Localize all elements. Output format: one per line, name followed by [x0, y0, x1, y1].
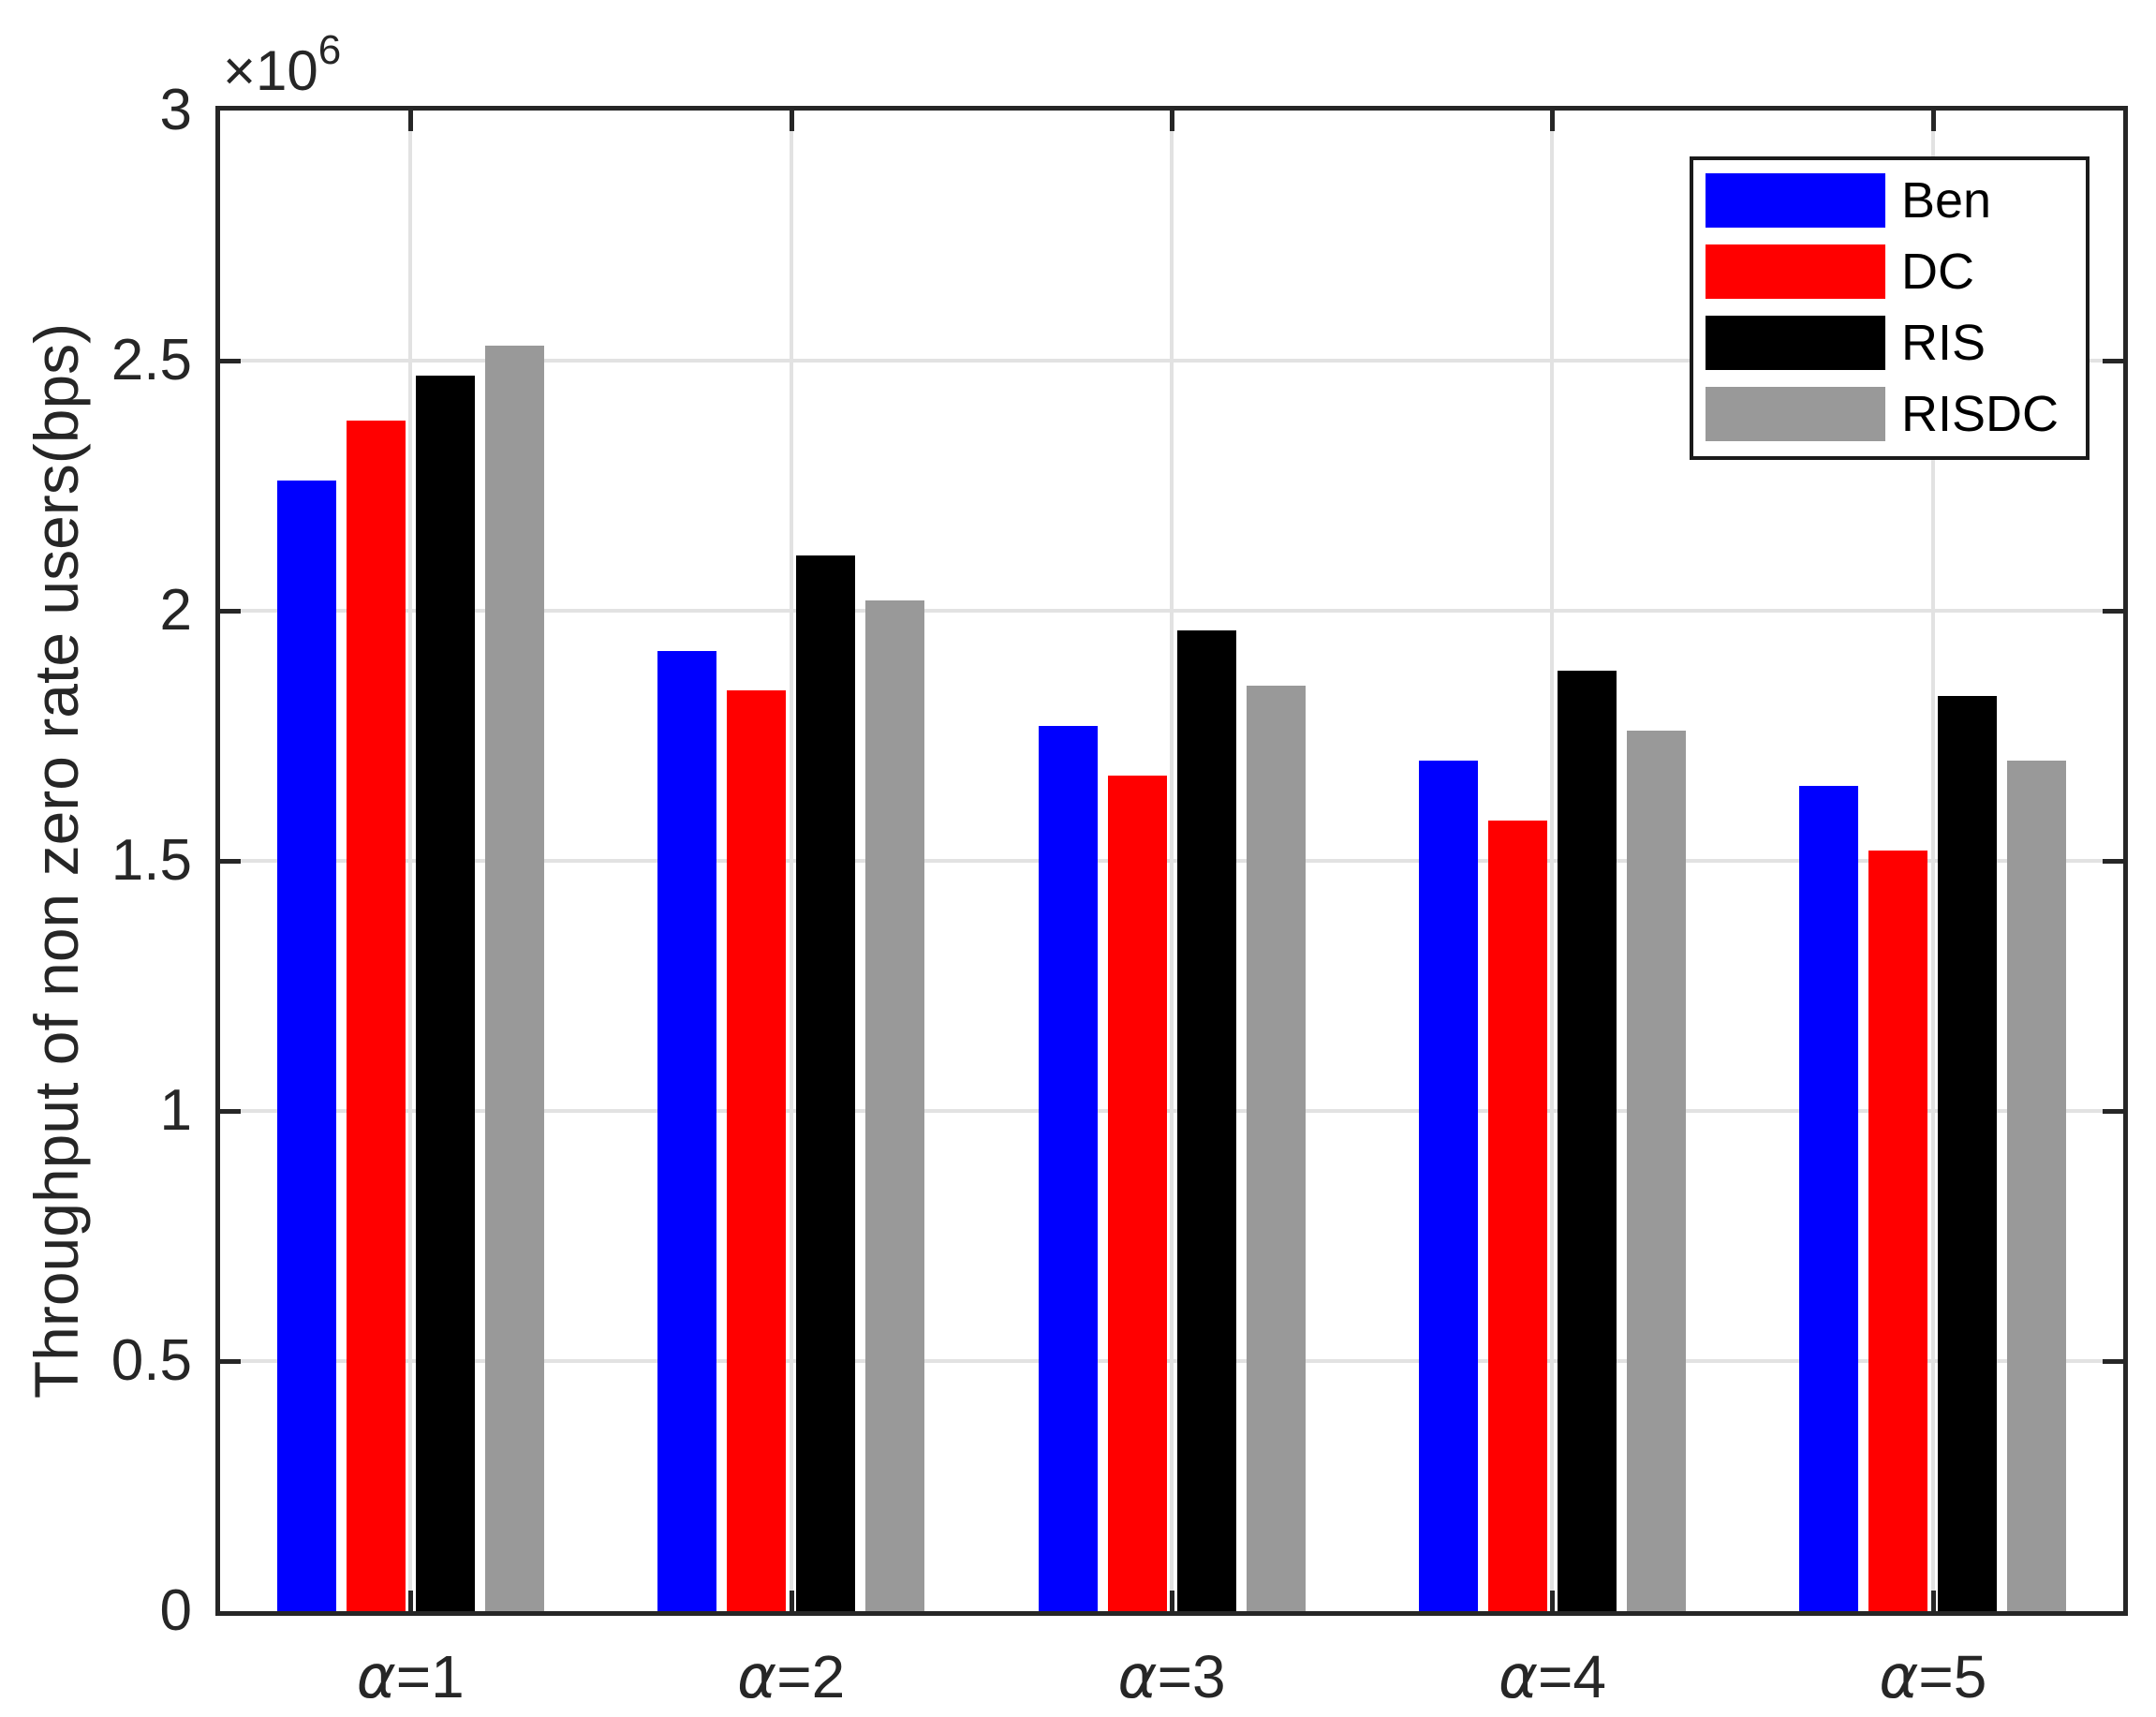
bar-dc-α=2: [727, 690, 787, 1611]
legend-label: RIS: [1901, 315, 1986, 371]
bar-dc-α=4: [1487, 821, 1547, 1611]
bar-ris-α=4: [1557, 671, 1617, 1611]
legend-item-ben: Ben: [1706, 173, 2086, 228]
x-tick: [408, 111, 414, 131]
legend-item-dc: DC: [1706, 244, 2086, 299]
legend-label: RISDC: [1901, 386, 2060, 442]
x-tick-value: =1: [395, 1643, 465, 1710]
bar-risdc-α=5: [2007, 761, 2067, 1611]
x-gridline: [408, 111, 413, 1611]
bar-ben-α=4: [1418, 761, 1478, 1611]
alpha-symbol: α: [1879, 1643, 1919, 1712]
x-gridline: [1930, 111, 1935, 1611]
x-tick: [408, 1591, 414, 1611]
bar-dc-α=3: [1107, 776, 1167, 1611]
x-tick-value: =4: [1538, 1643, 1606, 1710]
y-tick: [220, 1359, 241, 1364]
x-gridline: [789, 111, 793, 1611]
legend-label: Ben: [1901, 172, 1992, 229]
legend-item-risdc: RISDC: [1706, 387, 2086, 441]
bar-ris-α=2: [796, 555, 856, 1611]
x-tick: [1550, 1591, 1556, 1611]
y-tick: [2103, 1359, 2123, 1364]
bar-ris-α=5: [1938, 695, 1998, 1611]
y-tick-label: 2.5: [111, 328, 192, 392]
x-tick-label: α=2: [642, 1647, 941, 1708]
x-tick-value: =3: [1157, 1643, 1226, 1710]
bar-ben-α=3: [1038, 725, 1098, 1611]
x-tick: [1930, 1591, 1936, 1611]
bar-risdc-α=3: [1246, 686, 1306, 1611]
x-tick: [1930, 111, 1936, 131]
legend-swatch-risdc: [1706, 387, 1885, 441]
y-tick: [2103, 609, 2123, 614]
y-tick-label: 0: [159, 1578, 192, 1643]
y-tick: [2103, 1109, 2123, 1114]
alpha-symbol: α: [737, 1643, 777, 1712]
x-tick-value: =2: [776, 1643, 846, 1710]
legend-swatch-ben: [1706, 173, 1885, 228]
y-tick: [220, 359, 241, 363]
alpha-symbol: α: [356, 1643, 396, 1712]
bar-ben-α=2: [657, 650, 717, 1611]
y-axis-scale-label: ×106: [223, 27, 342, 102]
legend: Ben DC RIS RISDC: [1690, 156, 2090, 460]
bar-ris-α=1: [415, 376, 475, 1611]
y-tick: [220, 609, 241, 614]
x-tick: [1170, 1591, 1174, 1611]
x-tick: [1170, 111, 1174, 131]
x-tick: [789, 1591, 794, 1611]
x-tick-label: α=1: [260, 1647, 560, 1708]
y-tick: [220, 859, 241, 864]
x-tick-value: =5: [1918, 1643, 1987, 1710]
y-tick: [2103, 859, 2123, 864]
x-tick: [789, 111, 794, 131]
y-tick-label: 2: [159, 578, 192, 643]
bar-dc-α=1: [346, 421, 406, 1611]
bar-ben-α=5: [1799, 785, 1859, 1611]
x-tick-label: α=4: [1402, 1647, 1702, 1708]
bar-risdc-α=2: [865, 600, 925, 1611]
legend-swatch-ris: [1706, 316, 1885, 370]
bar-dc-α=5: [1868, 851, 1928, 1611]
x-tick-label: α=3: [1022, 1647, 1322, 1708]
bar-ris-α=3: [1176, 630, 1236, 1611]
bar-ben-α=1: [276, 481, 336, 1611]
x-tick: [1550, 111, 1556, 131]
y-tick-label: 1: [159, 1078, 192, 1143]
alpha-symbol: α: [1498, 1643, 1538, 1712]
y-tick: [220, 1109, 241, 1114]
legend-label: DC: [1901, 244, 1974, 300]
scale-exponent: 6: [317, 27, 342, 73]
legend-item-ris: RIS: [1706, 316, 2086, 370]
legend-swatch-dc: [1706, 244, 1885, 299]
x-gridline: [1170, 111, 1174, 1611]
alpha-symbol: α: [1117, 1643, 1158, 1712]
y-tick: [2103, 359, 2123, 363]
x-tick-label: α=5: [1783, 1647, 2083, 1708]
bar-risdc-α=4: [1626, 731, 1686, 1611]
bar-risdc-α=1: [484, 345, 544, 1611]
y-tick-label: 0.5: [111, 1328, 192, 1393]
y-tick-label: 1.5: [111, 828, 192, 893]
y-tick-label: 3: [159, 78, 192, 142]
x-gridline: [1550, 111, 1555, 1611]
